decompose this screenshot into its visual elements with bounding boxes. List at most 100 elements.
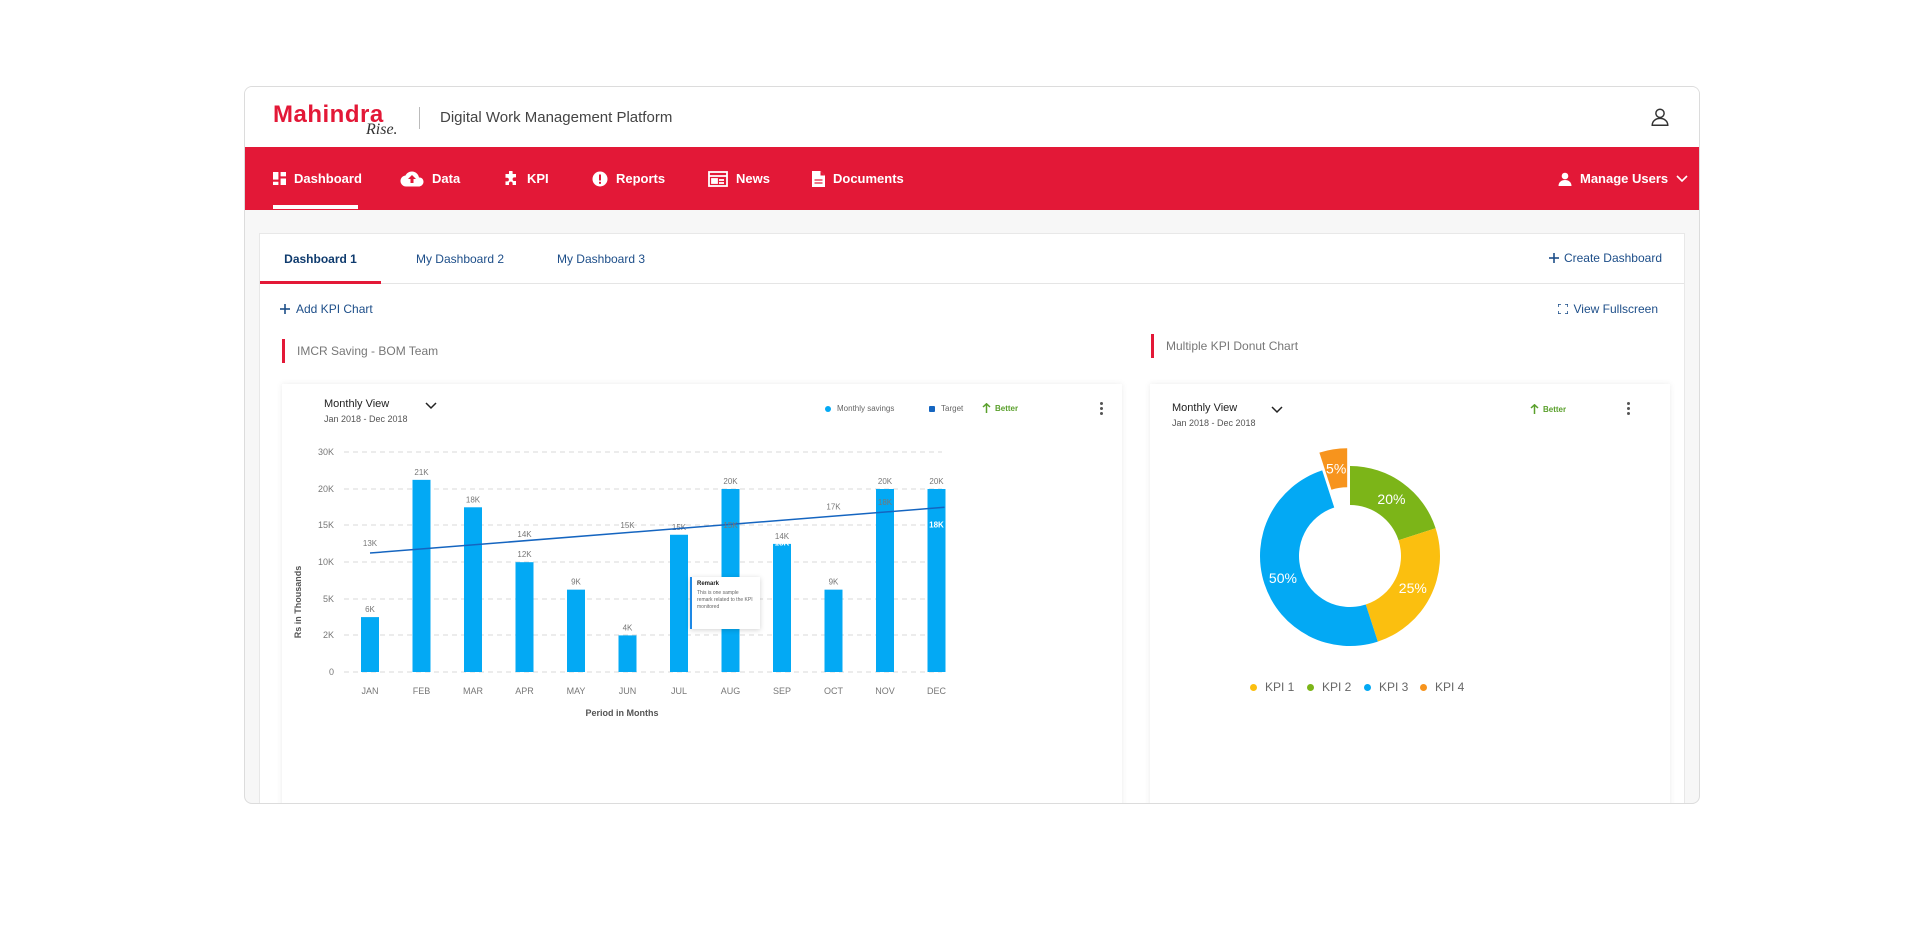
donut-slice (1365, 528, 1440, 642)
x-tick-label: DEC (927, 686, 947, 696)
bar-data-label: 6K (365, 605, 375, 614)
header-divider (419, 107, 420, 129)
y-tick-label: 10K (318, 557, 334, 567)
slice-label: 5% (1326, 461, 1346, 477)
bar-data-label: 9K (829, 578, 839, 587)
nav-dashboard[interactable]: Dashboard (273, 147, 362, 210)
date-range: Jan 2018 - Dec 2018 (324, 414, 408, 424)
donut-legend-item: KPI 4 (1420, 680, 1464, 694)
remark-title: Remark (697, 581, 720, 587)
document-icon (812, 170, 825, 187)
bar (361, 617, 379, 672)
better-indicator: Better (982, 403, 1018, 413)
nav-label: Reports (616, 171, 666, 186)
manage-users-label: Manage Users (1580, 171, 1669, 186)
bar-data-label: 21K (414, 468, 429, 477)
bar (412, 479, 431, 672)
x-tick-label: OCT (824, 686, 844, 696)
x-axis-label: Period in Months (586, 708, 659, 718)
nav-label: Data (432, 171, 461, 186)
better-label: Better (1543, 404, 1567, 414)
donut-slice (1260, 470, 1378, 646)
target-data-label: 13K (363, 539, 378, 548)
plus-icon (1548, 253, 1559, 263)
tab-my-dashboard-2[interactable]: My Dashboard 2 (415, 252, 505, 266)
bar-section-title: IMCR Saving - BOM Team (282, 339, 438, 363)
slice-label: 25% (1399, 580, 1427, 596)
plus-icon (280, 304, 290, 314)
bar-data-label: 20K (878, 477, 893, 486)
nav-news[interactable]: News (708, 147, 770, 210)
cloud-upload-icon (400, 171, 424, 186)
slice-label: 50% (1269, 570, 1297, 586)
bar-data-label: 12K (517, 550, 532, 559)
tab-my-dashboard-3[interactable]: My Dashboard 3 (556, 252, 646, 266)
legend-marker (1420, 683, 1427, 691)
mahindra-logo[interactable]: Mahindra Rise. (273, 101, 403, 139)
better-label: Better (995, 403, 1019, 413)
create-dashboard-button[interactable]: Create Dashboard (1548, 251, 1662, 265)
dashboard-icon (273, 172, 286, 185)
view-select[interactable]: Monthly View (324, 398, 390, 410)
donut-chart-panel: Monthly View Jan 2018 - Dec 2018 Better … (1150, 384, 1670, 803)
legend-label: KPI 2 (1322, 680, 1352, 694)
remark-tooltip: Remark This is one sample remark related… (690, 577, 760, 629)
y-tick-label: 0 (329, 667, 334, 677)
more-options-icon[interactable] (1100, 402, 1104, 416)
alert-circle-icon (592, 171, 608, 186)
chevron-down-icon (1676, 174, 1688, 182)
target-data-label: 15K (620, 521, 635, 530)
view-select[interactable]: Monthly View (1172, 402, 1238, 414)
y-tick-label: 2K (323, 630, 334, 640)
nav-kpi[interactable]: KPI (503, 147, 549, 210)
main-navbar: Dashboard Data KPI Reports News Document… (245, 147, 1699, 210)
x-tick-label: JUL (671, 686, 687, 696)
y-axis-label: Rs in Thousands (293, 566, 303, 639)
bar-data-label: 18K (466, 495, 481, 504)
bar (773, 543, 791, 672)
legend-monthly-savings: Monthly savings (825, 404, 894, 413)
bar (567, 589, 585, 672)
target-data-label: 18K (775, 539, 790, 548)
date-range: Jan 2018 - Dec 2018 (1172, 418, 1256, 428)
nav-label: Documents (833, 171, 904, 186)
slice-label: 20% (1377, 491, 1405, 507)
manage-users-menu[interactable]: Manage Users (1558, 147, 1688, 210)
x-tick-label: FEB (413, 686, 431, 696)
newspaper-icon (708, 170, 728, 187)
x-tick-label: NOV (875, 686, 895, 696)
donut-legend-item: KPI 2 (1307, 680, 1351, 694)
view-fullscreen-label: View Fullscreen (1573, 302, 1658, 316)
legend-target: Target (929, 404, 963, 413)
donut-chart: 20% 25% 50% 5% (1260, 448, 1440, 646)
add-kpi-chart-button[interactable]: Add KPI Chart (280, 302, 373, 316)
nav-data[interactable]: Data (400, 147, 460, 210)
user-profile-icon[interactable] (1649, 106, 1671, 128)
chevron-down-icon[interactable] (425, 402, 437, 410)
bar-data-label: 20K (929, 477, 944, 486)
x-tick-label: AUG (721, 686, 741, 696)
nav-label: KPI (527, 171, 549, 186)
tab-dashboard-1[interactable]: Dashboard 1 (260, 234, 381, 284)
bar-data-label: 14K (775, 532, 790, 541)
target-data-label: 17K (826, 502, 841, 511)
chevron-down-icon[interactable] (1271, 406, 1283, 414)
nav-documents[interactable]: Documents (812, 147, 904, 210)
bar (927, 489, 946, 672)
donut-legend-item: KPI 3 (1364, 680, 1408, 694)
legend-marker (1250, 683, 1257, 691)
nav-reports[interactable]: Reports (592, 147, 665, 210)
legend-marker (929, 405, 935, 412)
better-indicator: Better (1530, 404, 1566, 414)
view-fullscreen-button[interactable]: View Fullscreen (1557, 302, 1658, 316)
bar-data-label: 9K (571, 578, 581, 587)
bar (464, 507, 482, 672)
arrow-up-icon (982, 403, 991, 413)
legend-label: KPI 4 (1435, 680, 1465, 694)
target-line (369, 506, 945, 554)
more-options-icon[interactable] (1627, 402, 1631, 416)
dashboard-card: Dashboard 1 My Dashboard 2 My Dashboard … (259, 233, 1685, 803)
legend-label: Target (941, 404, 964, 413)
y-tick-label: 15K (318, 520, 334, 530)
target-data-label: 15K (723, 521, 738, 530)
